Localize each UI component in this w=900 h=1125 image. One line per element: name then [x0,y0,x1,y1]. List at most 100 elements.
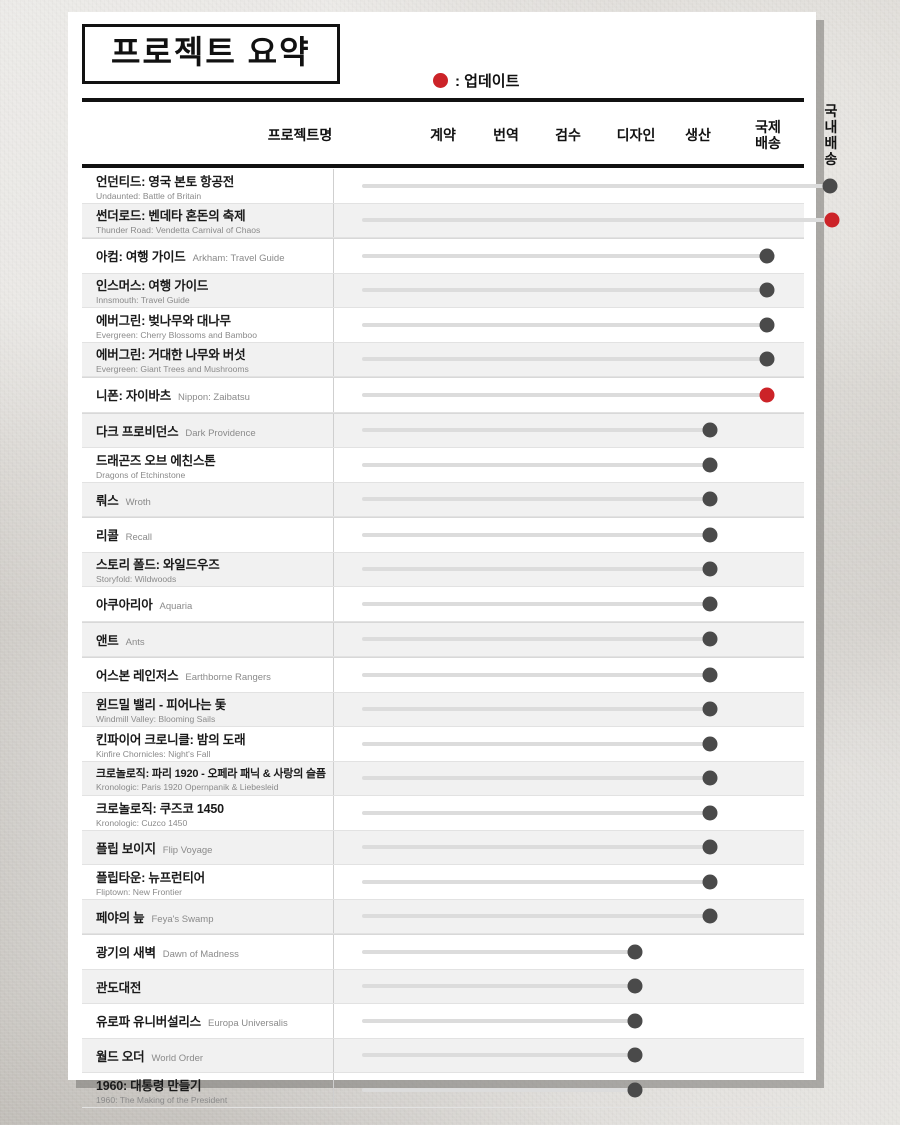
project-name-en: Evergreen: Giant Trees and Mushrooms [96,364,249,375]
progress-cell[interactable] [334,762,804,796]
table-row[interactable]: 아쿠아리아 Aquaria [82,587,804,622]
progress-dot[interactable] [627,944,643,960]
progress-dot-update[interactable] [824,212,840,228]
table-row[interactable]: 썬더로드: 벤데타 혼돈의 축제 Thunder Road: Vendetta C… [82,203,840,238]
project-name-cell: 인스머스: 여행 가이드 Innsmouth: Travel Guide [82,273,334,307]
project-name-cell: 드래곤즈 오브 에친스톤 Dragons of Etchinstone [82,448,334,482]
progress-dot[interactable] [702,596,718,612]
progress-cell[interactable] [334,274,804,308]
progress-cell[interactable] [334,1004,804,1038]
table-row[interactable]: 윈드밀 밸리 - 피어나는 돛 Windmill Valley: Blooming… [82,692,804,727]
progress-dot[interactable] [702,631,718,647]
table-row[interactable]: 에버그린: 거대한 나무와 버섯 Evergreen: Giant Trees a… [82,342,804,377]
table-row[interactable]: 아컴: 여행 가이드 Arkham: Travel Guide [82,238,804,274]
progress-dot[interactable] [702,701,718,717]
progress-cell[interactable] [334,587,804,621]
progress-cell[interactable] [334,239,804,273]
progress-cell[interactable] [334,935,804,969]
progress-cell[interactable] [334,204,840,238]
table-row[interactable]: 페야의 늪 Feya's Swamp [82,899,804,934]
progress-cell[interactable] [334,865,804,899]
progress-dot[interactable] [822,178,838,194]
progress-dot[interactable] [702,667,718,683]
progress-dot[interactable] [702,422,718,438]
progress-cell[interactable] [334,518,804,552]
progress-cell[interactable] [334,658,804,692]
progress-cell[interactable] [334,1073,804,1107]
progress-dot[interactable] [702,527,718,543]
progress-cell[interactable] [334,378,804,412]
table-row[interactable]: 다크 프로비던스 Dark Providence [82,412,804,448]
progress-cell[interactable] [334,414,804,448]
project-name-en: Aquaria [159,601,193,613]
project-name-cell: 페야의 늪 Feya's Swamp [82,899,334,933]
progress-cell[interactable] [334,343,804,377]
table-row[interactable]: 크로놀로직: 쿠즈코 1450 Kronologic: Cuzco 1450 [82,796,804,831]
legend-label: : 업데이트 [455,73,520,90]
table-row[interactable]: 에버그린: 벚나무와 대나무 Evergreen: Cherry Blossoms… [82,308,804,343]
progress-dot[interactable] [702,874,718,890]
progress-cell[interactable] [334,1039,804,1073]
progress-cell[interactable] [334,900,804,934]
legend: : 업데이트 [433,70,519,91]
progress-dot[interactable] [627,1047,643,1063]
progress-dot[interactable] [702,561,718,577]
progress-cell[interactable] [334,970,804,1004]
project-name-ko: 드래곤즈 오브 에친스톤 [96,453,216,468]
progress-dot[interactable] [627,978,643,994]
table-row[interactable]: 앤트 Ants [82,621,804,657]
progress-cell[interactable] [334,308,804,342]
progress-dot[interactable] [759,248,775,264]
progress-dot-update[interactable] [759,387,775,403]
table-row[interactable]: 크로놀로직: 파리 1920 - 오페라 패닉 & 사랑의 슬픔 Kronolog… [82,761,804,796]
progress-dot[interactable] [702,491,718,507]
progress-cell[interactable] [334,483,804,517]
progress-dot[interactable] [759,317,775,333]
header-rule-bottom [82,164,804,168]
table-row[interactable]: 광기의 새벽 Dawn of Madness [82,934,804,970]
project-name-ko: 앤트 [96,633,119,648]
progress-dot[interactable] [627,1082,643,1098]
progress-cell[interactable] [334,169,838,203]
table-row[interactable]: 니폰: 자이바츠 Nippon: Zaibatsu [82,377,804,413]
table-row[interactable]: 관도대전 [82,969,804,1004]
progress-dot[interactable] [702,770,718,786]
column-header-3: 검수 [555,126,581,143]
progress-dot[interactable] [702,839,718,855]
table-row[interactable]: 드래곤즈 오브 에친스톤 Dragons of Etchinstone [82,448,804,483]
table-row[interactable]: 월드 오더 World Order [82,1038,804,1073]
table-row[interactable]: 킨파이어 크로니클: 밤의 도래 Kinfire Chornicles: Nigh… [82,727,804,762]
progress-track [362,1053,635,1058]
project-name-cell: 플립타운: 뉴프런티어 Fliptown: New Frontier [82,865,334,899]
progress-cell[interactable] [334,831,804,865]
progress-cell[interactable] [334,553,804,587]
project-name-en: Evergreen: Cherry Blossoms and Bamboo [96,329,257,340]
progress-cell[interactable] [334,693,804,727]
table-row[interactable]: 유로파 유니버설리스 Europa Universalis [82,1004,804,1039]
table-row[interactable]: 플립타운: 뉴프런티어 Fliptown: New Frontier [82,865,804,900]
progress-track [362,218,832,223]
progress-cell[interactable] [334,448,804,482]
progress-dot[interactable] [702,908,718,924]
table-row[interactable]: 스토리 폴드: 와일드우즈 Storyfold: Wildwoods [82,552,804,587]
table-row[interactable]: 1960: 대통령 만들기 1960: The Making of the Pre… [82,1073,804,1108]
progress-dot[interactable] [627,1013,643,1029]
progress-dot[interactable] [702,457,718,473]
table-row[interactable]: 언던티드: 영국 본토 항공전 Undaunted: Battle of Brit… [82,169,838,204]
table-row[interactable]: 인스머스: 여행 가이드 Innsmouth: Travel Guide [82,273,804,308]
project-name-en: Kronologic: Cuzco 1450 [96,817,188,828]
progress-track [362,741,710,746]
progress-cell[interactable] [334,727,804,761]
progress-track [362,1087,635,1092]
progress-cell[interactable] [334,796,804,830]
progress-dot[interactable] [702,736,718,752]
progress-dot[interactable] [702,805,718,821]
project-name-cell: 뤄스 Wroth [82,482,334,516]
table-row[interactable]: 리콜 Recall [82,517,804,553]
progress-dot[interactable] [759,351,775,367]
table-row[interactable]: 플립 보이지 Flip Voyage [82,830,804,865]
table-row[interactable]: 어스본 레인저스 Earthborne Rangers [82,657,804,693]
table-row[interactable]: 뤄스 Wroth [82,482,804,517]
progress-cell[interactable] [334,623,804,657]
progress-dot[interactable] [759,282,775,298]
